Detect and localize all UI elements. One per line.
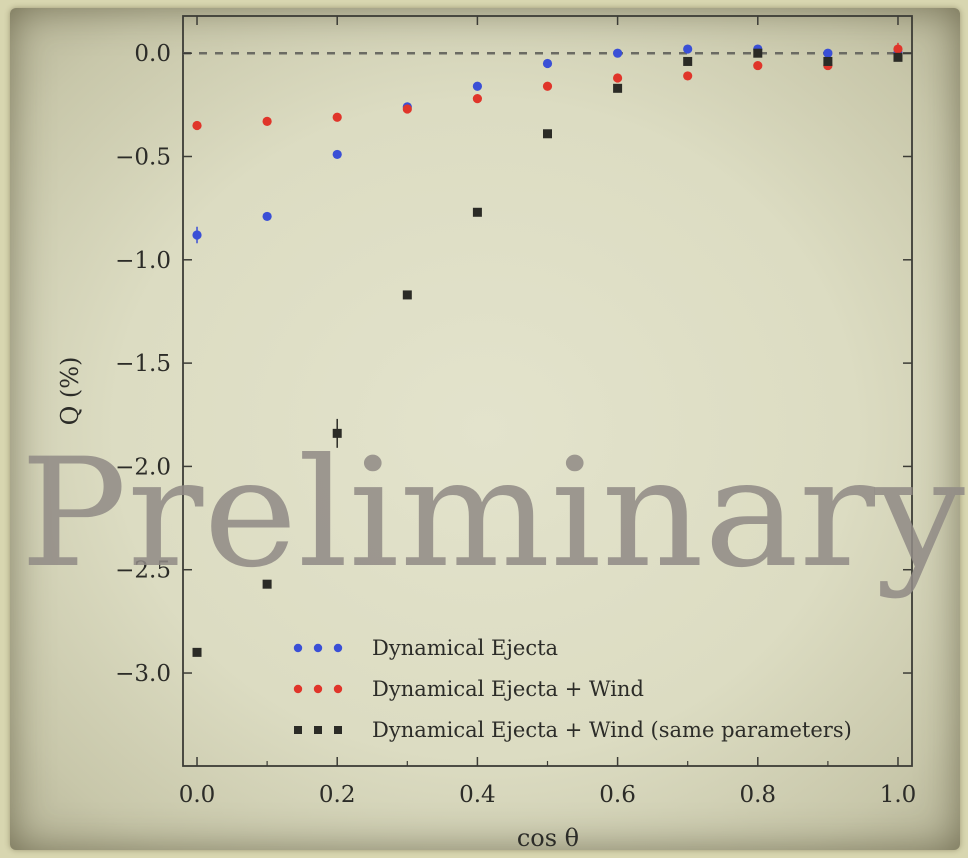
data-point [823, 56, 833, 66]
data-point [472, 81, 483, 91]
x-tick-label: 0.8 [739, 782, 776, 808]
data-point [402, 290, 412, 300]
y-tick-label: 0.0 [134, 41, 171, 67]
series-1 [192, 44, 903, 244]
y-tick-label: −1.5 [115, 351, 171, 377]
x-tick-label: 0.0 [179, 782, 216, 808]
legend-marker [313, 643, 323, 653]
data-point [332, 428, 342, 438]
series-2 [192, 42, 903, 131]
data-point [543, 129, 552, 139]
y-tick-label: −0.5 [115, 144, 171, 170]
data-point [683, 44, 693, 54]
x-axis-label: cos θ [517, 824, 579, 852]
data-point [823, 48, 833, 58]
data-point [472, 207, 482, 217]
preliminary-watermark: Preliminary [20, 427, 965, 601]
data-point [893, 52, 903, 62]
y-axis: 0.0 −0.5 −1.0 −1.5 −2.0 −2.5 −3.0 [115, 41, 912, 687]
data-point [612, 48, 623, 58]
data-point [753, 48, 763, 58]
legend-marker [293, 643, 303, 653]
chart-background [10, 8, 960, 850]
data-point [683, 56, 693, 66]
data-point [192, 120, 202, 131]
data-point [893, 44, 903, 54]
data-points [192, 42, 903, 657]
legend-marker [314, 726, 322, 734]
data-point [332, 112, 342, 122]
legend-label: Dynamical Ejecta + Wind [372, 677, 644, 701]
data-point [612, 73, 623, 83]
data-point [542, 58, 553, 69]
legend-marker [334, 726, 342, 734]
legend-marker [313, 684, 323, 694]
legend-marker [293, 684, 303, 694]
legend-label: Dynamical Ejecta + Wind (same parameters… [372, 718, 852, 742]
data-point [332, 149, 342, 160]
x-tick-label: 1.0 [880, 782, 917, 808]
data-point [683, 71, 693, 81]
x-tick-label: 0.2 [319, 782, 356, 808]
x-axis: 0.0 0.2 0.4 0.6 0.8 1.0 [179, 16, 917, 808]
data-point [613, 83, 623, 93]
data-point [753, 60, 763, 71]
data-point [262, 211, 272, 222]
x-tick-label: 0.6 [599, 782, 636, 808]
data-point [472, 94, 483, 104]
y-tick-label: −2.0 [115, 454, 171, 480]
y-tick-label: −2.5 [115, 558, 171, 584]
legend-marker [333, 684, 343, 694]
data-point [192, 230, 202, 240]
series-3 [192, 48, 903, 657]
y-tick-label: −3.0 [115, 661, 171, 687]
data-point [262, 579, 272, 589]
data-point [262, 116, 272, 126]
y-tick-label: −1.0 [115, 248, 171, 274]
data-point [402, 104, 412, 114]
legend-marker [294, 726, 302, 734]
data-point [192, 647, 202, 657]
data-point [542, 81, 553, 91]
legend-label: Dynamical Ejecta [372, 636, 558, 660]
legend-marker [333, 643, 343, 653]
legend: Dynamical Ejecta Dynamical Ejecta + Wind D… [293, 636, 852, 742]
y-axis-label: Q (%) [56, 357, 84, 426]
x-tick-label: 0.4 [459, 782, 496, 808]
